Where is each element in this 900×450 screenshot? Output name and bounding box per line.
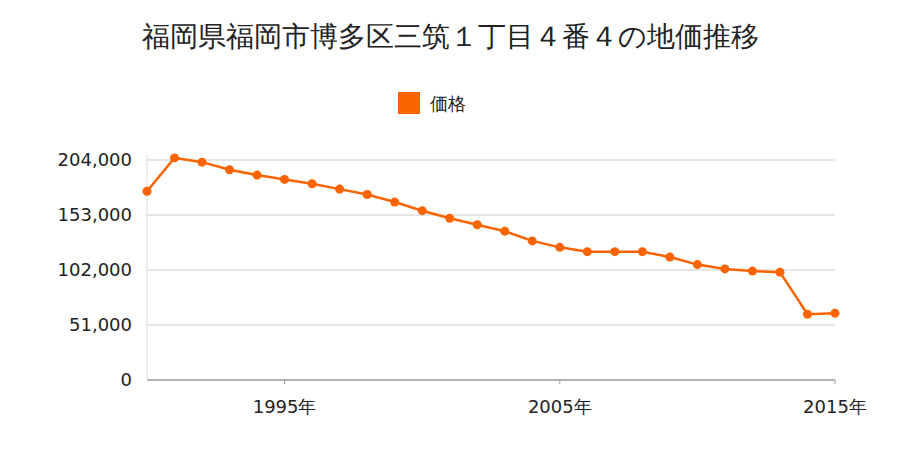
point: [803, 310, 812, 319]
series-line: [147, 158, 835, 314]
y-tick-label: 204,000: [58, 149, 132, 170]
point: [445, 214, 454, 223]
legend: 価格: [398, 92, 466, 114]
point: [610, 247, 619, 256]
point: [748, 267, 757, 276]
point: [831, 309, 840, 318]
point: [280, 175, 289, 184]
legend-label: 価格: [430, 93, 466, 114]
title: 福岡県福岡市博多区三筑１丁目４番４の地価推移: [142, 20, 759, 53]
x-tick: [559, 380, 560, 384]
point: [583, 247, 592, 256]
point: [143, 187, 152, 196]
x-tick-label: 2015年: [803, 396, 867, 417]
point: [170, 154, 179, 163]
point: [335, 185, 344, 194]
y-tick-label: 153,000: [58, 204, 132, 225]
point: [500, 227, 509, 236]
point: [390, 198, 399, 207]
point: [418, 206, 427, 215]
grid-line: [147, 380, 835, 381]
point: [555, 243, 564, 252]
point: [638, 247, 647, 256]
point: [665, 253, 674, 262]
grid-line: [147, 160, 835, 161]
legend-swatch: [398, 92, 420, 114]
x-tick: [284, 380, 285, 384]
point: [528, 236, 537, 245]
point: [198, 158, 207, 167]
x-tick-label: 1995年: [253, 396, 317, 417]
point: [253, 171, 262, 180]
x-tick-label: 2005年: [528, 396, 592, 417]
y-tick-label: 0: [121, 369, 132, 390]
point: [720, 264, 729, 273]
grid-line: [147, 325, 835, 326]
y-tick-label: 102,000: [58, 259, 132, 280]
x-axis-line: [147, 380, 835, 381]
chart: 福岡県福岡市博多区三筑１丁目４番４の地価推移価格 0 51,000 102,000 15…: [0, 0, 900, 450]
grid-line: [147, 215, 835, 216]
y-tick-label: 51,000: [69, 314, 132, 335]
point: [775, 268, 784, 277]
point: [225, 165, 234, 174]
x-tick: [835, 380, 836, 384]
point: [693, 260, 702, 269]
plot-area: [143, 154, 840, 319]
point: [473, 220, 482, 229]
point: [308, 179, 317, 188]
point: [363, 190, 372, 199]
